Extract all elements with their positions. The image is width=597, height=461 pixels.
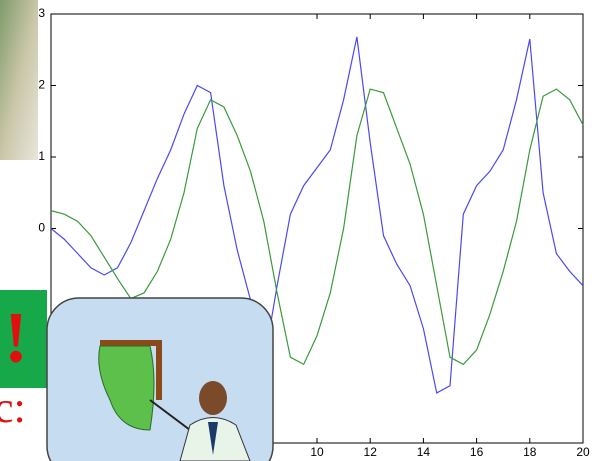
x-tick-label: 10 [310,445,324,459]
board-post [156,340,162,400]
y-tick-label: 3 [38,6,45,20]
slide: 0123101214161820 ! c: [0,0,597,461]
y-tick-label: 0 [38,221,45,235]
x-tick-label: 20 [576,445,590,459]
photo [0,0,38,160]
x-tick-label: 18 [523,445,537,459]
x-tick-label: 14 [417,445,431,459]
y-tick-label: 2 [38,78,45,92]
y-tick-label: 1 [38,149,45,163]
head [199,381,227,415]
board-top [100,340,162,346]
fragment: c: [0,383,26,432]
x-tick-label: 16 [470,445,484,459]
x-tick-label: 12 [364,445,378,459]
exclamation: ! [4,298,28,378]
